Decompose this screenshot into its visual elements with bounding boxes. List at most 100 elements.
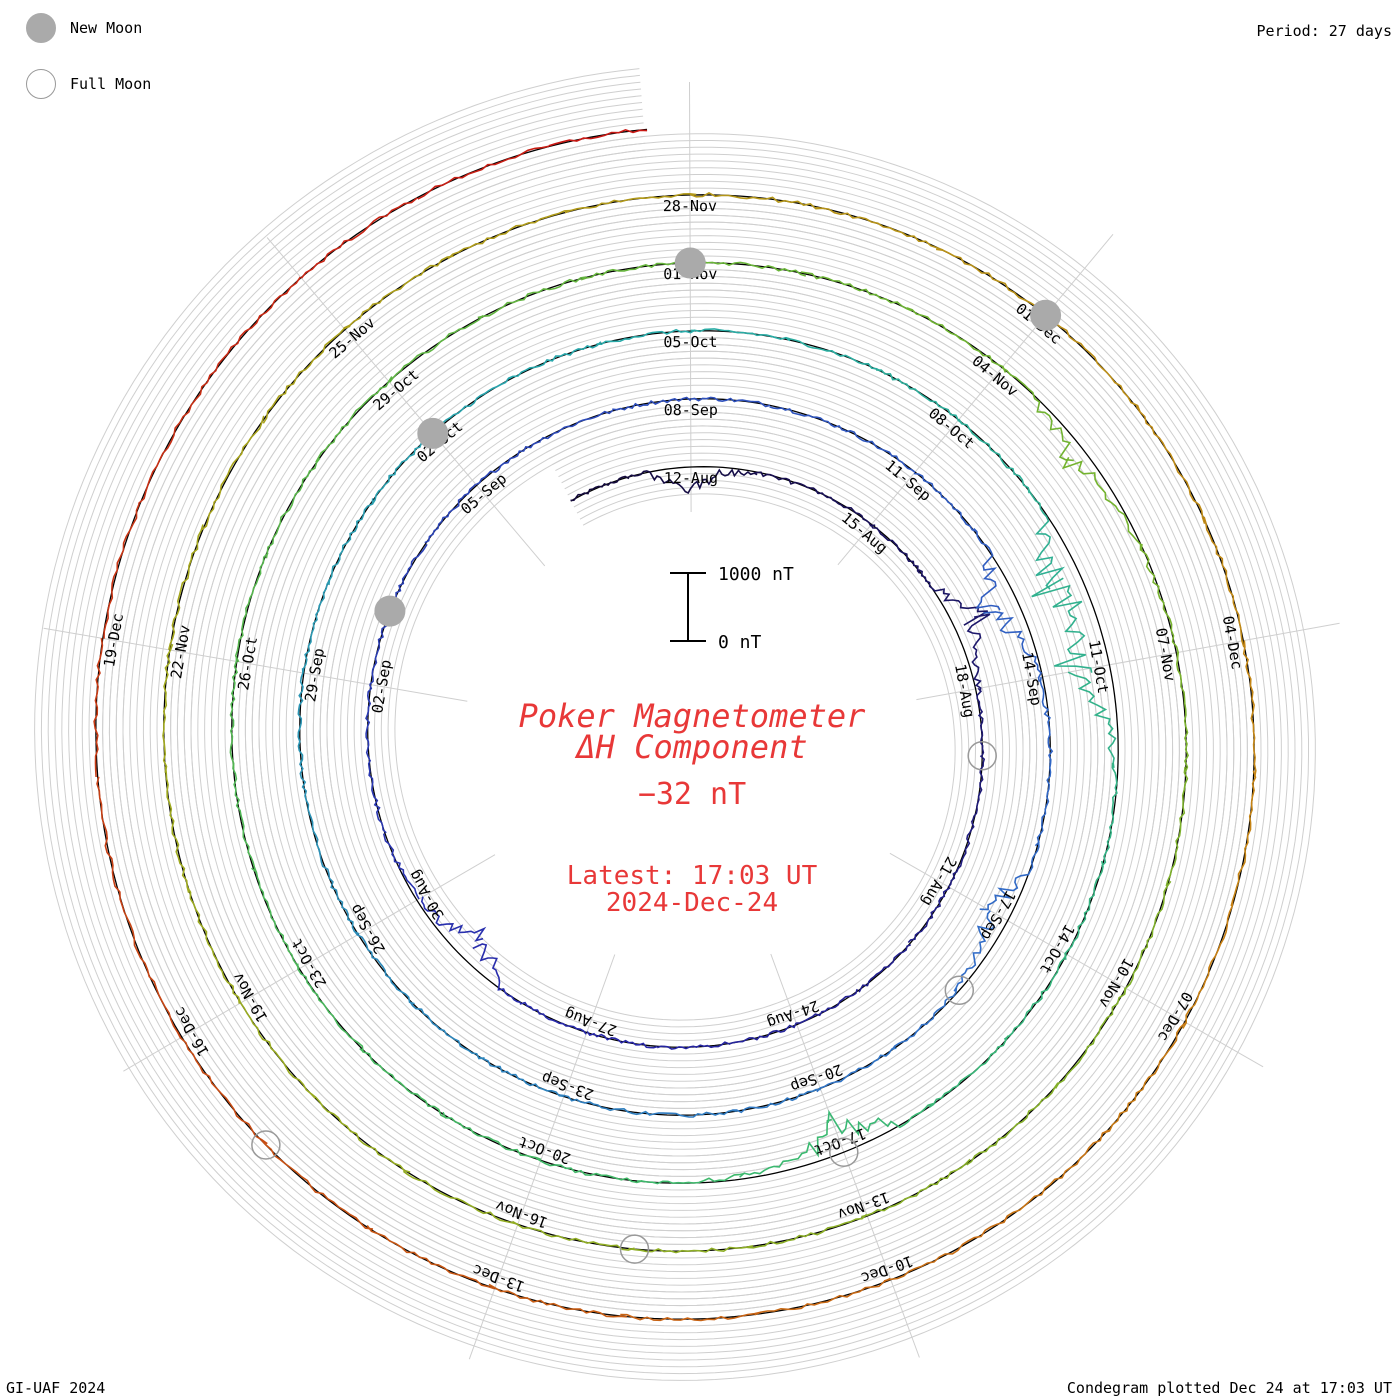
data-series-segment — [265, 457, 321, 559]
grid-rings — [34, 68, 1316, 1381]
grid-ring — [74, 108, 1276, 1341]
data-series-segment — [229, 656, 239, 769]
grid-spoke — [916, 622, 1340, 701]
grid-spoke — [468, 954, 616, 1360]
full-moon-marker — [967, 741, 997, 771]
data-series-segment — [96, 776, 126, 913]
data-series-segment — [1039, 676, 1054, 764]
data-series-segment — [1061, 456, 1142, 551]
data-series-segment — [918, 569, 989, 626]
date-label: 10-Dec — [858, 1252, 915, 1288]
data-series — [93, 129, 1257, 1322]
data-series-segment — [382, 833, 420, 900]
grid-ring — [54, 88, 1296, 1361]
data-series-segment — [816, 1047, 897, 1093]
date-label: 21-Aug — [918, 853, 961, 909]
date-label: 28-Nov — [663, 197, 717, 215]
data-series-segment — [906, 307, 1007, 373]
data-series-segment — [535, 1157, 643, 1184]
data-series-segment — [800, 271, 913, 312]
data-series-segment — [315, 376, 393, 463]
data-series-segment — [747, 1213, 868, 1249]
data-series-segment — [620, 1311, 762, 1322]
data-series-segment — [299, 759, 321, 854]
data-series-segment — [815, 490, 876, 527]
data-series-segment — [970, 755, 986, 823]
grid-ring — [47, 81, 1303, 1368]
credit-label: GI-UAF 2024 — [6, 1379, 106, 1397]
data-series-segment — [559, 1094, 651, 1116]
data-series-segment — [200, 415, 265, 532]
data-series-segment — [424, 483, 477, 544]
data-series-segment — [237, 996, 316, 1099]
grid-spoke — [123, 854, 496, 1072]
new-moon-icon — [26, 13, 56, 43]
data-series-segment — [302, 579, 331, 674]
data-series-segment — [947, 822, 975, 888]
data-series-segment — [1031, 577, 1093, 673]
full-moon-icon — [26, 69, 56, 99]
scale-bar-bottom-label: 0 nT — [718, 632, 762, 653]
data-series-segment — [260, 1139, 374, 1230]
data-series-segment — [785, 336, 882, 372]
data-series-segment — [417, 145, 550, 200]
data-series-segment — [93, 638, 104, 778]
data-series-segment — [1101, 762, 1118, 867]
latest-time: Latest: 17:03 UT — [567, 861, 818, 891]
data-series-segment — [1165, 766, 1189, 887]
data-series-segment — [186, 886, 241, 1004]
data-series-segment — [164, 766, 190, 893]
data-series-segment — [690, 328, 791, 342]
data-series-segment — [656, 1041, 729, 1050]
data-series-segment — [935, 248, 1052, 320]
data-series-segment — [318, 848, 360, 935]
chart-subtitle: ΔH Component — [574, 728, 807, 766]
data-series-segment — [907, 887, 951, 944]
grid-ring — [88, 122, 1262, 1327]
data-series-segment — [300, 197, 418, 279]
data-series-segment — [432, 375, 514, 435]
data-series-segment — [472, 943, 522, 1004]
data-series-segment — [628, 1245, 754, 1254]
data-series-segment — [519, 1001, 587, 1035]
new-moon-marker — [417, 417, 449, 449]
data-series-segment — [262, 325, 351, 424]
data-series-segment — [137, 381, 209, 505]
data-series-segment — [343, 255, 454, 329]
data-series-segment — [1054, 987, 1126, 1089]
data-series-segment — [409, 1001, 485, 1060]
data-series-segment — [366, 1225, 495, 1290]
grid-ring — [68, 102, 1282, 1347]
data-series-segment — [310, 1093, 411, 1173]
full-moon-marker — [829, 1137, 859, 1167]
data-series-segment — [388, 314, 484, 383]
data-series-segment — [479, 1056, 564, 1098]
data-series-segment — [297, 668, 304, 765]
data-series-segment — [353, 930, 415, 1005]
data-series-segment — [973, 528, 1001, 611]
new-moon-marker — [374, 595, 406, 627]
data-series-segment — [548, 129, 648, 147]
data-series-segment — [976, 687, 985, 757]
data-series-segment — [586, 1030, 658, 1049]
current-value: −32 nT — [638, 777, 746, 812]
data-series-segment — [928, 1035, 1009, 1108]
grid-spoke — [689, 81, 692, 513]
data-series-segment — [628, 470, 692, 495]
date-label: 08-Sep — [664, 401, 718, 419]
data-series-segment — [732, 1088, 821, 1114]
data-series-segment — [442, 1111, 542, 1161]
data-series-segment — [690, 468, 758, 491]
data-series-segment — [689, 191, 823, 210]
grid-spoke — [837, 233, 1114, 566]
data-series-segment — [168, 524, 204, 650]
data-series-segment — [475, 440, 541, 486]
data-series-segment — [876, 369, 963, 424]
data-series-segment — [176, 1031, 268, 1145]
data-series-segment — [870, 524, 921, 574]
data-series-segment — [728, 1022, 797, 1045]
data-series-segment — [206, 276, 302, 383]
new-moon-marker — [1030, 299, 1062, 331]
data-series-segment — [645, 1109, 737, 1118]
